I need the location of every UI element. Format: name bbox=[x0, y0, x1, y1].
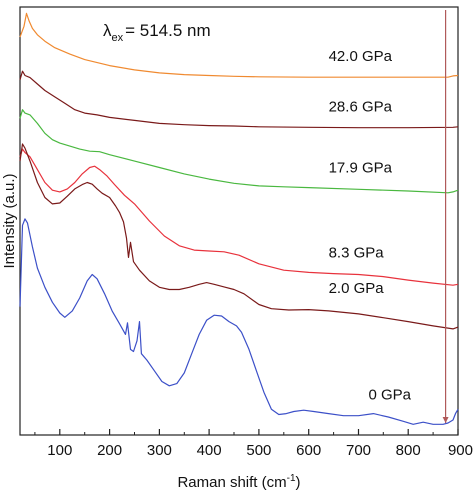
x-tick-label-100: 100 bbox=[47, 442, 72, 459]
series-line-0 bbox=[19, 12, 459, 78]
x-tick-label-800: 800 bbox=[396, 442, 421, 459]
series-label-1: 28.6 GPa bbox=[329, 98, 393, 115]
x-tick-label-900: 900 bbox=[448, 442, 473, 459]
series-label-2: 17.9 GPa bbox=[329, 159, 393, 176]
series-label-0: 42.0 GPa bbox=[329, 48, 393, 65]
annotation-lambda: λ bbox=[103, 21, 112, 40]
lambda-annotation: λex = 514.5 nm bbox=[103, 21, 211, 44]
series-line-2 bbox=[19, 109, 459, 194]
series-group: 42.0 GPa 28.6 GPa 17.9 GPa 8.3 GPa 2.0 GPa 0 … bbox=[19, 12, 459, 425]
marker-arrow-icon bbox=[442, 417, 449, 423]
series-line-4 bbox=[19, 143, 459, 330]
y-axis-title: Intensity (a.u.) bbox=[1, 173, 18, 268]
series-label-3: 8.3 GPa bbox=[329, 244, 385, 261]
x-axis-title-end: ) bbox=[296, 474, 301, 491]
x-tick-label-400: 400 bbox=[197, 442, 222, 459]
x-tick-label-500: 500 bbox=[246, 442, 271, 459]
annotation-value: = 514.5 nm bbox=[125, 21, 211, 40]
series-line-1 bbox=[19, 70, 459, 129]
series-line-5 bbox=[19, 218, 459, 425]
x-axis-title-sup: -1 bbox=[287, 473, 296, 484]
x-axis-title-main: Raman shift (cm bbox=[177, 474, 286, 491]
x-ticks: 100 200 300 400 500 600 700 800 900 bbox=[34, 429, 473, 459]
series-label-4: 2.0 GPa bbox=[329, 280, 385, 297]
series-label-5: 0 GPa bbox=[369, 387, 412, 404]
x-tick-label-200: 200 bbox=[97, 442, 122, 459]
annotation-sub: ex bbox=[112, 32, 124, 44]
x-axis-title: Raman shift (cm-1) bbox=[177, 473, 300, 491]
plot-frame bbox=[19, 6, 459, 436]
x-tick-label-300: 300 bbox=[147, 442, 172, 459]
x-tick-label-700: 700 bbox=[346, 442, 371, 459]
series-line-3 bbox=[19, 148, 459, 286]
x-tick-label-600: 600 bbox=[296, 442, 321, 459]
